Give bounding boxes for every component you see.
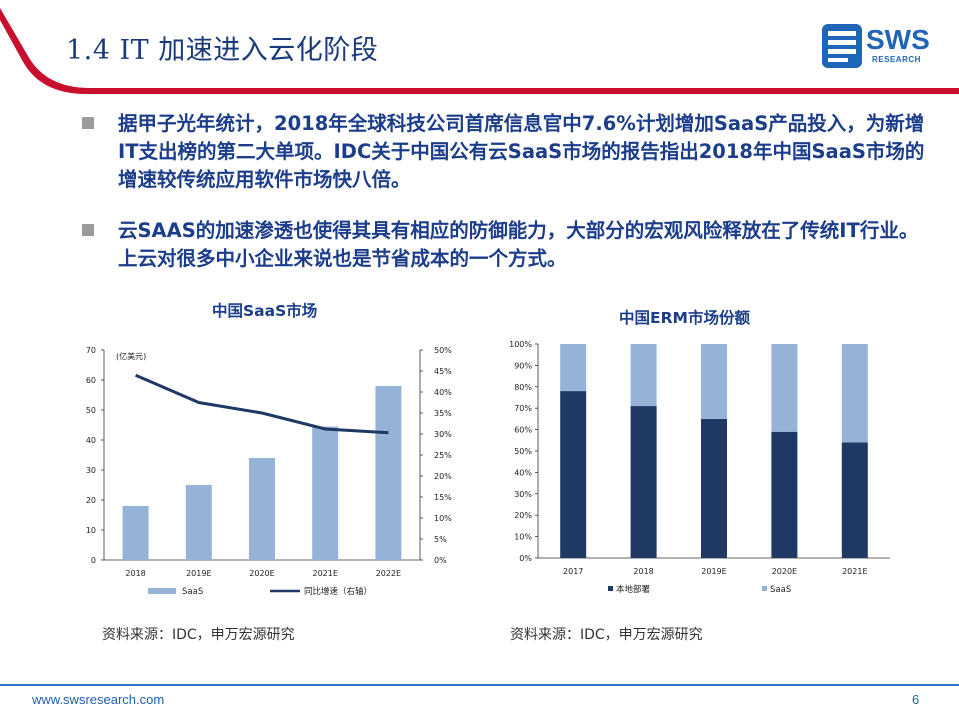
logo-subtext: RESEARCH [872, 55, 921, 64]
saas-bar [375, 386, 402, 560]
legend-swatch-saas [762, 586, 767, 591]
left-tick-label: 10 [86, 526, 96, 535]
y-tick-label: 40% [514, 468, 532, 477]
x-tick-label: 2019E [701, 567, 726, 576]
on-premise-bar [841, 442, 868, 558]
y-tick-label: 90% [514, 361, 532, 370]
saas-bar [312, 426, 339, 560]
y-tick-label: 0% [519, 554, 532, 563]
legend-label-on-premise: 本地部署 [616, 584, 651, 595]
y-tick-label: 30% [514, 490, 532, 499]
left-axis-unit-label: (亿美元) [116, 351, 146, 361]
left-tick-label: 70 [86, 346, 96, 355]
title-bar: 1.4 IT 加速进入云化阶段 SWS RESEARCH [0, 0, 959, 96]
chart-title-erm-share: 中国ERM市场份额 [619, 309, 750, 327]
sws-logo: SWS RESEARCH [820, 22, 940, 72]
x-tick-label: 2018 [633, 567, 653, 576]
right-tick-label: 50% [434, 346, 452, 355]
saas-bar [560, 344, 587, 392]
right-tick-label: 5% [434, 535, 447, 544]
left-tick-label: 20 [86, 496, 96, 505]
right-tick-label: 0% [434, 556, 447, 565]
bullet-square-icon [82, 224, 94, 236]
bullet-text: 云SAAS的加速渗透也使得其具有相应的防御能力，大部分的宏观风险释放在了传统IT… [118, 219, 919, 270]
y-tick-label: 100% [509, 340, 532, 349]
legend-label-saas: SaaS [182, 587, 203, 597]
right-tick-label: 30% [434, 430, 452, 439]
x-tick-label: 2020E [249, 569, 274, 578]
saas-bar [771, 344, 798, 432]
left-tick-label: 50 [86, 406, 96, 415]
saas-bar [630, 344, 657, 407]
on-premise-bar [701, 418, 727, 558]
title-band-shape [0, 0, 959, 94]
y-tick-label: 20% [514, 511, 532, 520]
right-tick-label: 35% [434, 409, 452, 418]
saas-market-chart: 0 10 20 30 40 50 60 70 0% 5% 10% 15% 20% 25% 30% 35% 40%… [86, 346, 452, 597]
bullet-square-icon [82, 117, 94, 129]
saas-bar [185, 485, 212, 560]
bullet-1: 据甲子光年统计，2018年全球科技公司首席信息官中7.6%计划增加SaaS产品投… [82, 110, 932, 200]
x-tick-label: 2018 [125, 569, 145, 578]
x-tick-label: 2021E [842, 567, 867, 576]
x-tick-label: 2022E [376, 569, 401, 578]
right-tick-label: 15% [434, 493, 452, 502]
x-tick-label: 2017 [563, 567, 583, 576]
saas-bar [701, 344, 727, 419]
x-tick-label: 2019E [186, 569, 211, 578]
bullet-2: 云SAAS的加速渗透也使得其具有相应的防御能力，大部分的宏观风险释放在了传统IT… [82, 217, 932, 277]
growth-rate-line [135, 373, 389, 435]
right-tick-label: 10% [434, 514, 452, 523]
footer-divider [0, 684, 959, 686]
source-note-right: 资料来源：IDC，申万宏源研究 [510, 627, 703, 643]
right-tick-label: 40% [434, 388, 452, 397]
y-tick-label: 50% [514, 447, 532, 456]
page-title: 1.4 IT 加速进入云化阶段 [66, 35, 379, 66]
erm-share-chart: 0% 10% 20% 30% 40% 50% 60% 70% 80% 90% 100% 2017 201… [509, 340, 890, 595]
on-premise-bar [630, 406, 657, 558]
logo-emblem-icon [822, 24, 862, 68]
y-tick-label: 10% [514, 533, 532, 542]
legend-label-growth: 同比增速（右轴） [304, 586, 372, 597]
footer-url: www.swsresearch.com [32, 692, 165, 707]
right-tick-label: 20% [434, 472, 452, 481]
saas-bar [249, 458, 275, 560]
left-tick-label: 30 [86, 466, 96, 475]
page-number: 6 [912, 692, 920, 707]
right-tick-label: 45% [434, 367, 452, 376]
logo-wordmark: SWS [866, 24, 930, 55]
source-note-left: 资料来源：IDC，申万宏源研究 [102, 627, 295, 643]
legend-label-saas: SaaS [770, 585, 791, 595]
legend-swatch-saas [148, 588, 176, 594]
chart-title-saas-market: 中国SaaS市场 [212, 302, 318, 320]
y-tick-label: 70% [514, 404, 532, 413]
on-premise-bar [560, 391, 587, 558]
left-tick-label: 40 [86, 436, 96, 445]
left-tick-label: 0 [91, 556, 96, 565]
saas-bar [841, 344, 868, 443]
right-tick-label: 25% [434, 451, 452, 460]
saas-bar [122, 506, 149, 560]
left-tick-label: 60 [86, 376, 96, 385]
legend-swatch-on-premise [608, 586, 613, 591]
x-tick-label: 2021E [312, 569, 337, 578]
x-tick-label: 2020E [772, 567, 797, 576]
y-tick-label: 80% [514, 383, 532, 392]
y-tick-label: 60% [514, 426, 532, 435]
bullet-text: 据甲子光年统计，2018年全球科技公司首席信息官中7.6%计划增加SaaS产品投… [118, 112, 925, 191]
on-premise-bar [771, 431, 798, 558]
